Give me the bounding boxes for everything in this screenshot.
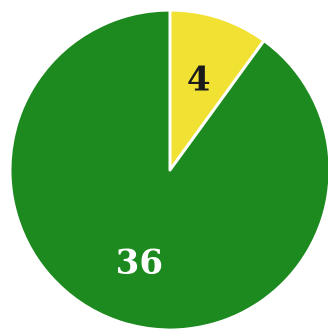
pie-labels: 4 36 <box>116 60 211 283</box>
pie-slices <box>8 8 328 330</box>
pie-slice-label-4: 4 <box>187 60 211 100</box>
pie-slice-4 <box>168 8 266 172</box>
pie-slice-label-36: 36 <box>116 242 163 282</box>
pie-slice-36 <box>8 8 328 330</box>
